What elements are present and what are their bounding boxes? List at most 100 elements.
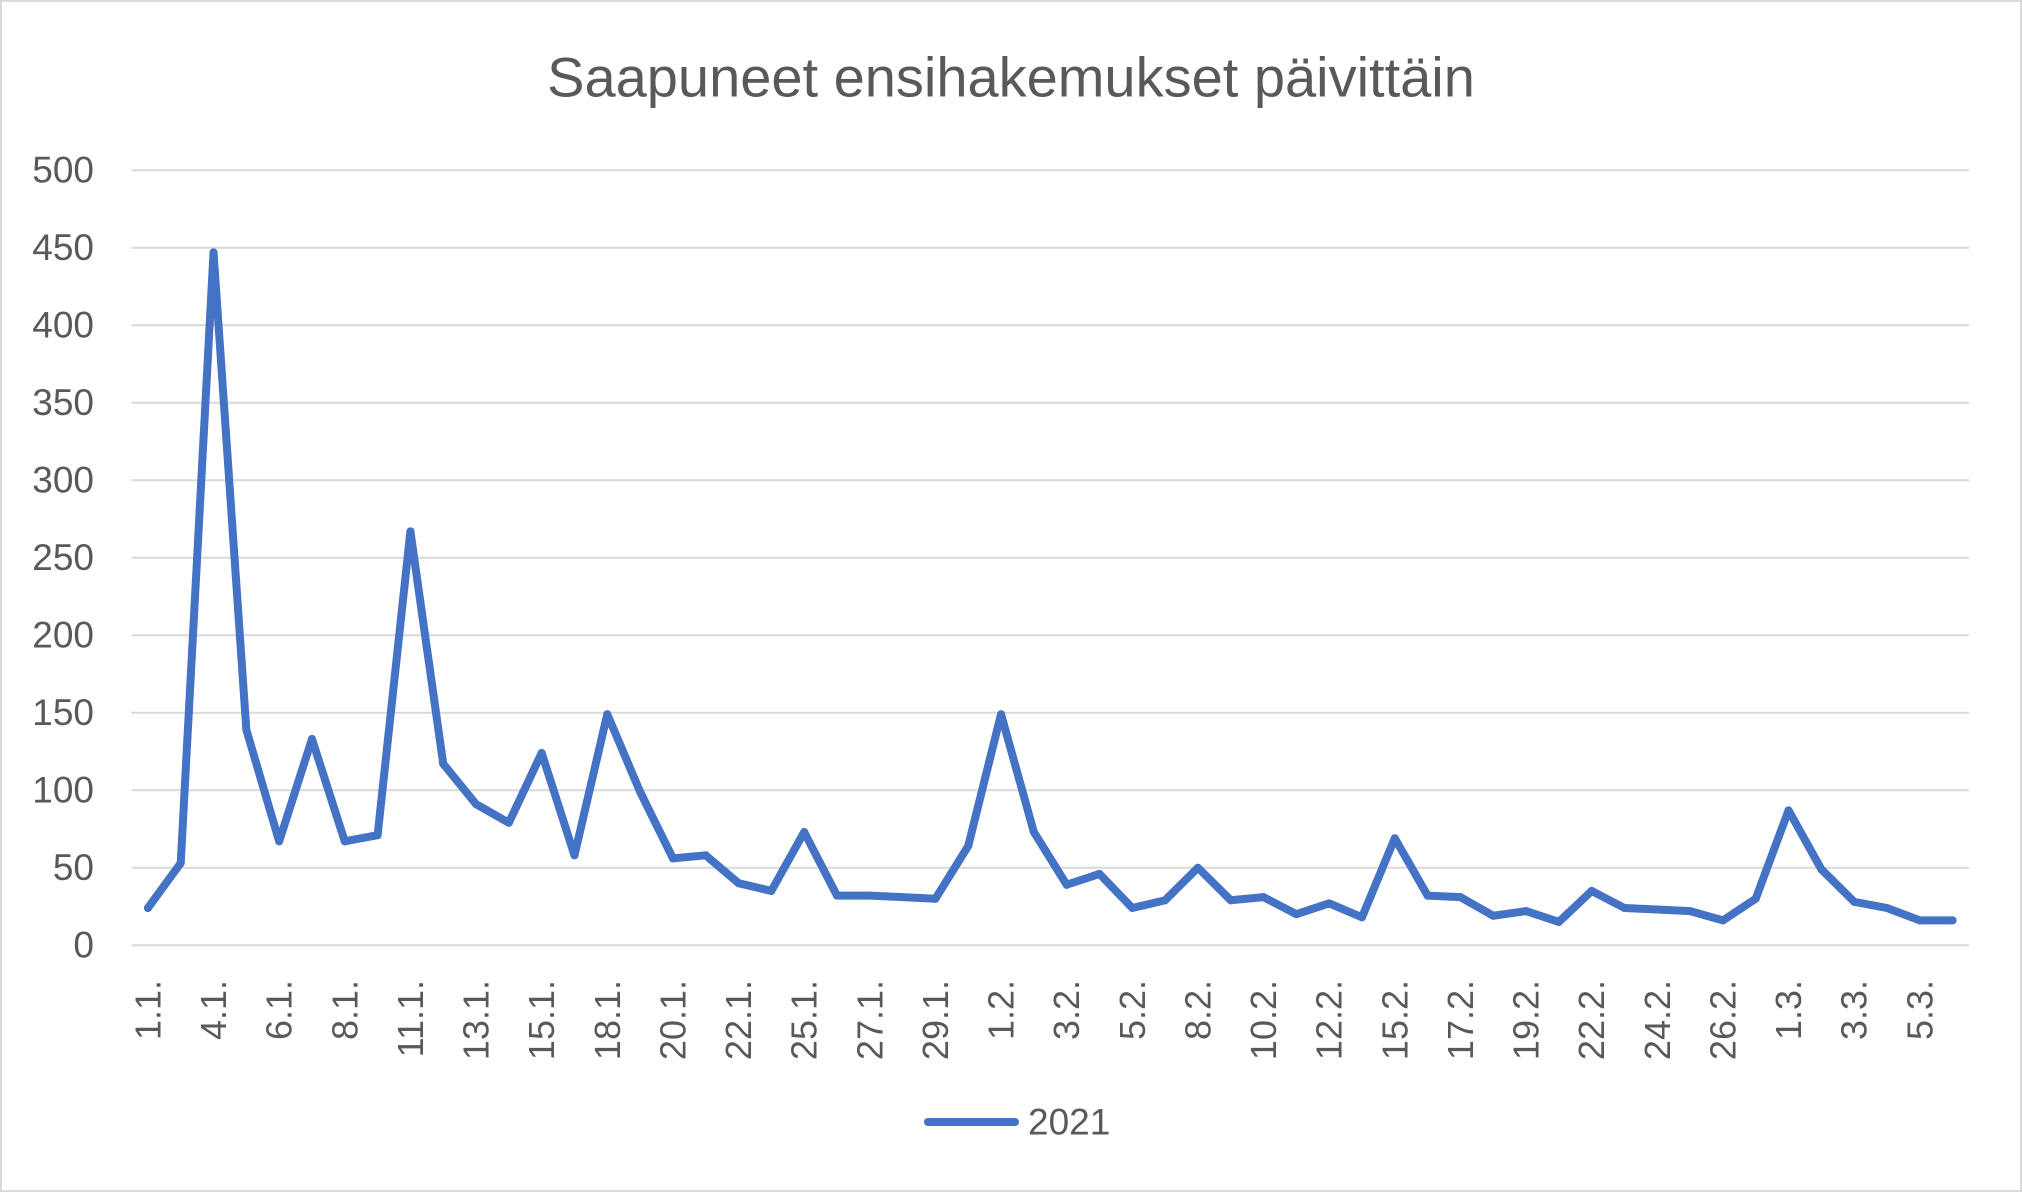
x-tick-label: 26.2. xyxy=(1702,980,1743,1060)
data-point xyxy=(1161,896,1170,905)
x-tick-label: 12.2. xyxy=(1309,980,1350,1060)
gridlines xyxy=(131,169,1969,947)
data-point xyxy=(767,886,776,895)
data-point xyxy=(603,710,612,719)
x-tick-label: 4.1. xyxy=(193,980,234,1040)
data-point xyxy=(734,879,743,888)
data-point xyxy=(340,837,349,846)
data-point xyxy=(373,831,382,840)
x-tick-label: 1.2. xyxy=(981,980,1022,1040)
data-point xyxy=(176,859,185,868)
x-tick-label: 29.1. xyxy=(915,980,956,1060)
data-point xyxy=(1587,886,1596,895)
data-point xyxy=(1423,891,1432,900)
y-tick-label: 250 xyxy=(32,537,94,578)
x-tick-label: 15.2. xyxy=(1374,980,1415,1060)
x-tick-label: 18.1. xyxy=(587,980,628,1060)
data-point xyxy=(898,893,907,902)
x-tick-label: 3.2. xyxy=(1046,980,1087,1040)
data-point xyxy=(1817,865,1826,874)
y-tick-label: 0 xyxy=(73,925,94,966)
series-2021 xyxy=(143,248,1957,926)
x-tick-label: 15.1. xyxy=(521,980,562,1060)
y-tick-label: 350 xyxy=(32,382,94,423)
data-point xyxy=(1325,899,1334,908)
legend: 2021 xyxy=(924,1102,1110,1143)
y-axis: 0 50 100 150 200 250 300 350 400 450 500 xyxy=(32,150,94,966)
data-point xyxy=(1686,907,1695,916)
data-point xyxy=(143,904,152,912)
data-point xyxy=(865,891,874,900)
data-point xyxy=(1357,913,1366,922)
data-point xyxy=(537,749,546,757)
x-tick-label: 24.2. xyxy=(1637,980,1678,1060)
x-tick-label: 8.1. xyxy=(324,980,365,1040)
x-tick-label: 3.3. xyxy=(1834,980,1875,1040)
data-point xyxy=(1522,907,1531,916)
data-point xyxy=(1259,893,1268,902)
x-tick-label: 5.2. xyxy=(1112,980,1153,1040)
data-point xyxy=(406,527,415,536)
data-point xyxy=(1882,904,1891,912)
data-point xyxy=(668,854,677,863)
data-point xyxy=(209,248,218,257)
data-point xyxy=(1128,904,1137,912)
data-point xyxy=(1029,828,1038,837)
data-point xyxy=(1095,869,1104,878)
y-tick-label: 400 xyxy=(32,305,94,346)
data-point xyxy=(1456,893,1465,902)
x-tick-label: 13.1. xyxy=(456,980,497,1060)
x-tick-label: 8.2. xyxy=(1177,980,1218,1040)
data-point xyxy=(701,851,710,860)
data-point xyxy=(1850,897,1859,906)
data-point xyxy=(1948,916,1957,925)
x-tick-label: 22.1. xyxy=(718,980,759,1060)
data-point xyxy=(1226,896,1235,905)
x-tick-label: 1.3. xyxy=(1768,980,1809,1040)
data-point xyxy=(242,725,251,734)
x-tick-label: 10.2. xyxy=(1243,980,1284,1060)
x-axis: 1.1. 4.1. 6.1. 8.1. 11.1. 13.1. 15.1. 18.1. 20.1… xyxy=(127,980,1940,1060)
y-tick-label: 100 xyxy=(32,770,94,811)
x-tick-label: 27.1. xyxy=(849,980,890,1060)
data-point xyxy=(570,851,579,860)
x-tick-label: 25.1. xyxy=(784,980,825,1060)
x-tick-label: 20.1. xyxy=(652,980,693,1060)
x-tick-label: 22.2. xyxy=(1571,980,1612,1060)
data-point xyxy=(636,787,645,796)
x-tick-label: 1.1. xyxy=(127,980,168,1040)
data-point xyxy=(504,818,513,827)
data-point xyxy=(1751,894,1760,903)
data-point xyxy=(1554,917,1563,926)
data-point xyxy=(832,891,841,900)
y-tick-label: 150 xyxy=(32,692,94,733)
y-tick-label: 500 xyxy=(32,150,94,191)
x-tick-label: 11.1. xyxy=(390,980,431,1057)
data-point xyxy=(1292,910,1301,919)
y-tick-label: 50 xyxy=(53,847,94,888)
data-point xyxy=(439,759,448,768)
series-line xyxy=(143,248,1957,926)
data-point xyxy=(800,828,809,837)
data-point xyxy=(931,894,940,903)
y-tick-label: 300 xyxy=(32,460,94,501)
data-point xyxy=(1489,911,1498,920)
data-point xyxy=(307,735,316,744)
data-point xyxy=(1620,904,1629,912)
legend-label: 2021 xyxy=(1028,1102,1110,1143)
data-point xyxy=(964,842,973,850)
data-point xyxy=(472,800,481,809)
data-point xyxy=(1915,916,1924,925)
data-point xyxy=(997,710,1006,719)
x-tick-label: 6.1. xyxy=(259,980,300,1040)
data-point xyxy=(1718,916,1727,925)
data-point xyxy=(275,837,284,846)
y-tick-label: 450 xyxy=(32,227,94,268)
data-point xyxy=(1390,834,1399,843)
x-tick-label: 17.2. xyxy=(1440,980,1481,1060)
data-point xyxy=(1653,905,1662,914)
data-point xyxy=(1784,806,1793,815)
chart-title: Saapuneet ensihakemukset päivittäin xyxy=(547,46,1475,109)
data-point xyxy=(1062,880,1071,889)
